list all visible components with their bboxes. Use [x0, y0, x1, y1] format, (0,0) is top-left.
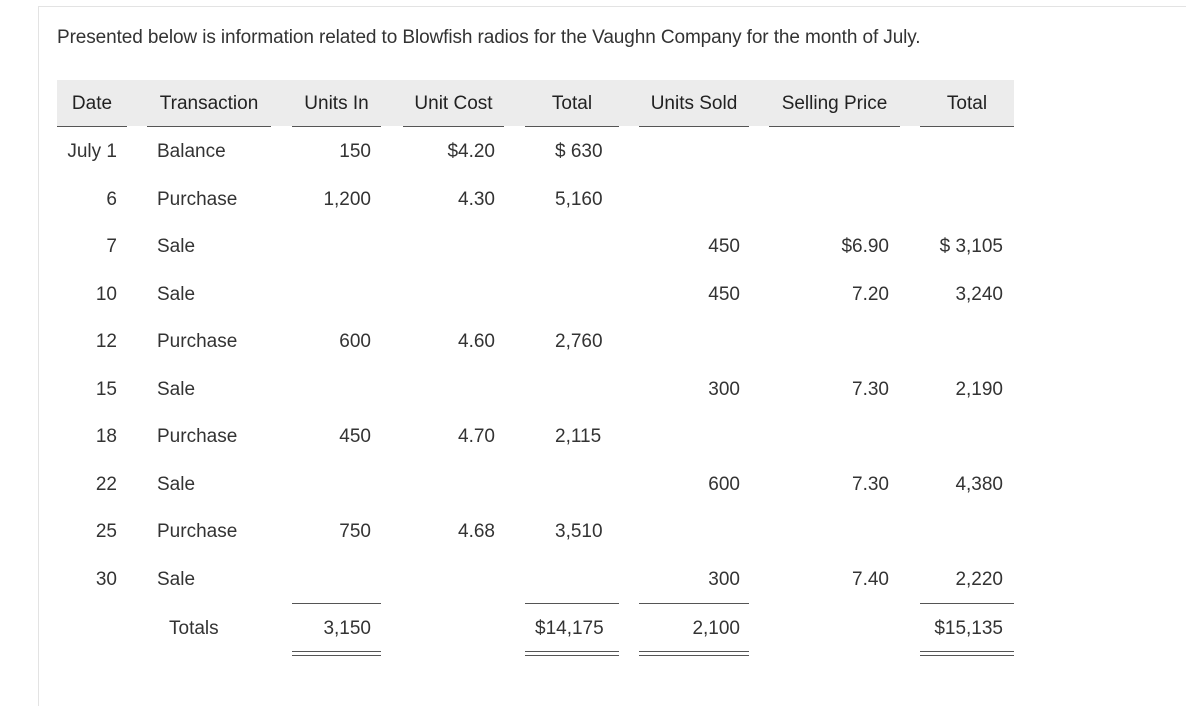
- table-cell-date: 18: [95, 426, 117, 447]
- header-underline: [920, 126, 1014, 127]
- header-underline: [525, 126, 619, 127]
- header-underline: [403, 126, 504, 127]
- table-cell-total-in: 2,760: [555, 331, 603, 352]
- table-cell-total-sales: 3,240: [955, 284, 1003, 305]
- table-cell-units-in: 600: [339, 331, 371, 352]
- table-cell-selling-price: $6.90: [841, 236, 889, 257]
- table-cell-transaction: Sale: [157, 569, 196, 590]
- table-cell-unit-cost: 4.30: [458, 189, 495, 210]
- table-cell-unit-cost: $4.20: [447, 141, 495, 162]
- table-cell-unit-cost: 4.68: [458, 521, 495, 542]
- table-cell-total-in: $ 630: [555, 141, 603, 162]
- subtotal-underline: [292, 603, 381, 604]
- header-transaction: Transaction: [159, 93, 259, 114]
- totals-total-in: $14,175: [535, 618, 604, 639]
- table-cell-total-in: 2,115: [555, 426, 602, 447]
- table-cell-transaction: Sale: [157, 379, 196, 400]
- table-cell-transaction: Sale: [157, 474, 196, 495]
- table-cell-date: 30: [95, 569, 117, 590]
- totals-units-in: 3,150: [323, 618, 371, 639]
- subtotal-underline: [639, 603, 749, 604]
- table-cell-total-in: 3,510: [555, 521, 603, 542]
- table-cell-selling-price: 7.40: [852, 569, 889, 590]
- header-units-in: Units In: [304, 93, 369, 114]
- subtotal-underline: [920, 603, 1014, 604]
- table-cell-selling-price: 7.30: [852, 379, 889, 400]
- totals-label: Totals: [169, 618, 219, 639]
- header-total-in: Total: [551, 93, 593, 114]
- table-cell-transaction: Purchase: [157, 521, 238, 542]
- intro-text: Presented below is information related t…: [57, 27, 921, 48]
- table-cell-transaction: Balance: [157, 141, 226, 162]
- table-cell-date: 22: [95, 474, 117, 495]
- table-cell-units-sold: 300: [708, 379, 740, 400]
- table-cell-transaction: Purchase: [157, 331, 238, 352]
- table-cell-selling-price: 7.30: [852, 474, 889, 495]
- table-cell-total-sales: 2,190: [955, 379, 1003, 400]
- table-header-background: [57, 80, 1014, 126]
- table-cell-date: 6: [106, 189, 117, 210]
- table-cell-units-in: 750: [339, 521, 371, 542]
- table-cell-total-sales: $ 3,105: [939, 236, 1003, 257]
- table-cell-date: 7: [106, 236, 117, 257]
- content-card: [38, 6, 1186, 706]
- table-cell-units-in: 450: [339, 426, 371, 447]
- header-units-sold: Units Sold: [650, 93, 738, 114]
- header-underline: [292, 126, 381, 127]
- table-cell-units-in: 1,200: [323, 189, 371, 210]
- header-selling-price: Selling Price: [781, 93, 888, 114]
- table-cell-units-sold: 450: [708, 284, 740, 305]
- header-underline: [639, 126, 749, 127]
- table-cell-date: 25: [95, 521, 117, 542]
- table-cell-total-sales: 2,220: [955, 569, 1003, 590]
- header-underline: [769, 126, 900, 127]
- table-cell-date: 12: [95, 331, 117, 352]
- table-cell-units-in: 150: [339, 141, 371, 162]
- table-cell-total-in: 5,160: [555, 189, 603, 210]
- table-cell-transaction: Sale: [157, 284, 196, 305]
- table-cell-unit-cost: 4.70: [458, 426, 495, 447]
- header-total-sales: Total: [946, 93, 988, 114]
- table-cell-date: July 1: [67, 141, 117, 162]
- header-underline: [147, 126, 271, 127]
- header-unit-cost: Unit Cost: [414, 93, 493, 114]
- total-double-underline: [525, 651, 619, 656]
- table-cell-units-sold: 300: [708, 569, 740, 590]
- subtotal-underline: [525, 603, 619, 604]
- table-cell-selling-price: 7.20: [852, 284, 889, 305]
- table-cell-transaction: Purchase: [157, 189, 238, 210]
- table-cell-units-sold: 450: [708, 236, 740, 257]
- table-cell-transaction: Sale: [157, 236, 196, 257]
- table-cell-date: 15: [95, 379, 117, 400]
- table-cell-transaction: Purchase: [157, 426, 238, 447]
- totals-units-sold: 2,100: [692, 618, 740, 639]
- table-cell-total-sales: 4,380: [955, 474, 1003, 495]
- header-date: Date: [71, 93, 113, 114]
- total-double-underline: [639, 651, 749, 656]
- total-double-underline: [292, 651, 381, 656]
- totals-total-sales: $15,135: [934, 618, 1003, 639]
- table-cell-date: 10: [95, 284, 117, 305]
- total-double-underline: [920, 651, 1014, 656]
- header-underline: [57, 126, 127, 127]
- table-cell-units-sold: 600: [708, 474, 740, 495]
- table-cell-unit-cost: 4.60: [458, 331, 495, 352]
